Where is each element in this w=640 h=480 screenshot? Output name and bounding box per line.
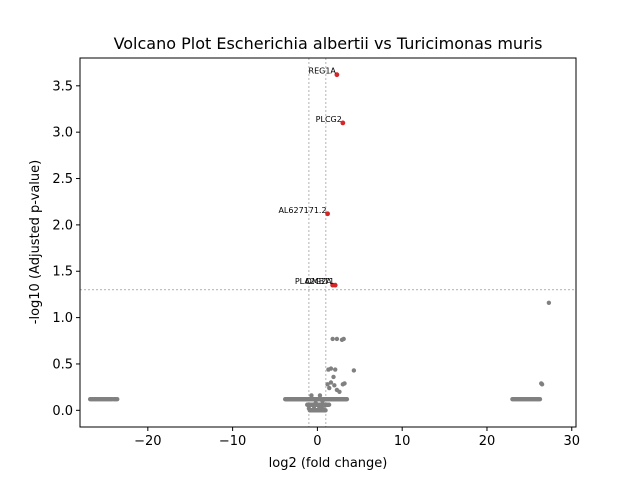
nonsignificant-point (320, 398, 325, 404)
nonsignificant-point (351, 368, 357, 373)
nonsignificant-point (309, 393, 314, 398)
chart-title: Volcano Plot Escherichia albertii vs Tur… (114, 34, 543, 53)
nonsignificant-point (323, 396, 329, 402)
y-tick-label: 3.0 (52, 126, 73, 141)
nonsignificant-point (331, 374, 336, 380)
significant-point (340, 120, 346, 126)
nonsignificant-point (539, 382, 545, 387)
x-tick-label: 10 (394, 434, 411, 449)
nonsignificant-point (326, 367, 331, 372)
nonsignificant-point (546, 300, 552, 305)
nonsignificant-point (327, 385, 332, 391)
significant-point-label: PLA2G2A (295, 277, 332, 286)
y-tick-label: 2.0 (52, 218, 73, 233)
x-axis: −20 −10 0 10 20 30 (134, 427, 580, 449)
y-tick-label: 0.0 (52, 404, 73, 419)
x-tick-label: −20 (134, 434, 161, 449)
nonsignificant-point (537, 396, 543, 402)
nonsignificant-point (333, 367, 338, 372)
nonsignificant-point (330, 336, 335, 342)
significant-point-label: DMBT1 (306, 277, 335, 286)
x-tick-label: −10 (219, 434, 246, 449)
nonsignificant-point (325, 382, 330, 387)
x-tick-label: 0 (313, 434, 321, 449)
y-tick-label: 1.5 (52, 265, 73, 280)
significant-point-label: PLCG2 (316, 115, 342, 124)
nonsignificant-point (332, 383, 337, 388)
y-tick-label: 2.5 (52, 172, 73, 187)
nonsignificant-point (318, 407, 323, 412)
nonsignificant-point (341, 336, 346, 342)
y-tick-label: 0.5 (52, 357, 73, 372)
y-tick-label: 1.0 (52, 311, 73, 326)
nonsignificant-point (328, 380, 334, 385)
nonsignificant-point (334, 336, 340, 342)
nonsignificant-point (313, 400, 318, 406)
nonsignificant-point (326, 402, 332, 407)
nonsignificant-point (306, 406, 312, 411)
nonsignificant-point (344, 396, 350, 402)
nonsignificant-point (342, 381, 347, 386)
x-tick-label: 20 (479, 434, 496, 449)
significant-point (334, 72, 340, 78)
significant-point-label: AL627171.2 (278, 206, 326, 215)
nonsignificant-point (311, 404, 317, 409)
x-tick-label: 30 (563, 434, 580, 449)
nonsignificant-point (321, 403, 327, 408)
nonsignificant-point (115, 396, 120, 402)
x-axis-label: log2 (fold change) (269, 456, 388, 471)
y-tick-label: 3.5 (52, 79, 73, 94)
nonsignificant-point (317, 393, 323, 398)
y-axis-label: -log10 (Adjusted p-value) (28, 160, 43, 324)
nonsignificant-point (323, 408, 328, 413)
nonsignificant-point (337, 389, 342, 394)
significant-point-label: REG1A (309, 67, 337, 76)
significant-point (325, 211, 330, 217)
significant-point (332, 282, 338, 288)
plot-frame (79, 57, 577, 428)
y-axis: 0.0 0.5 1.0 1.5 2.0 2.5 3.0 3.5 (52, 79, 80, 419)
